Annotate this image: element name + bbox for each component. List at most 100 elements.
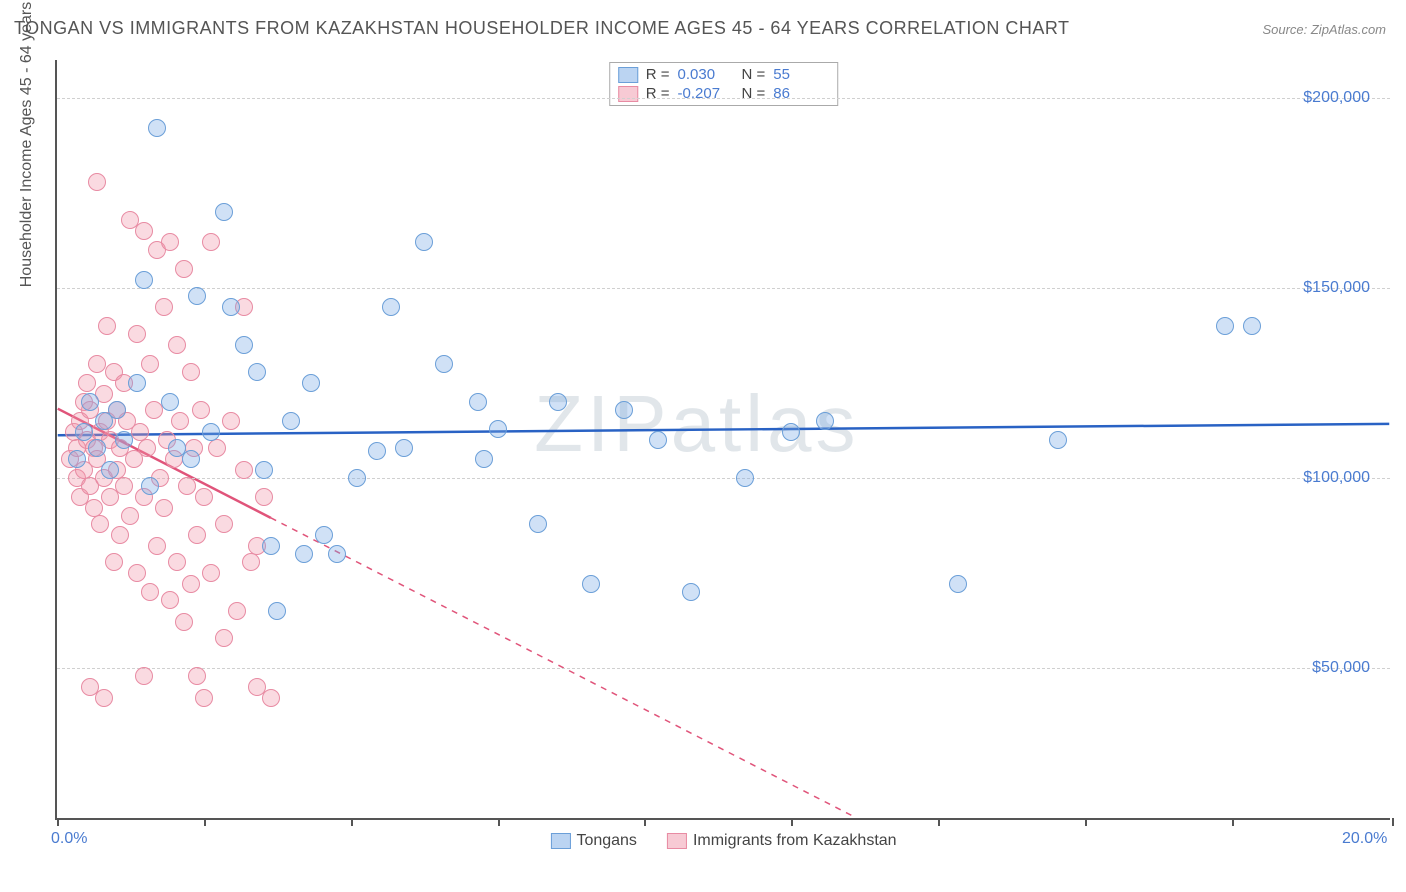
data-point [141,583,159,601]
data-point [188,287,206,305]
legend-item-kazakhstan: Immigrants from Kazakhstan [667,832,897,850]
data-point [88,439,106,457]
data-point [1049,431,1067,449]
data-point [268,602,286,620]
data-point [168,336,186,354]
data-point [192,401,210,419]
data-point [315,526,333,544]
data-point [182,450,200,468]
data-point [148,537,166,555]
data-point [161,233,179,251]
data-point [649,431,667,449]
data-point [682,583,700,601]
data-point [782,423,800,441]
plot-area: ZIPatlas R = 0.030 N = 55 R = -0.207 N =… [55,60,1390,820]
data-point [98,317,116,335]
trend-line [58,424,1389,435]
data-point [469,393,487,411]
legend-n-label: N = [742,85,766,102]
data-point [395,439,413,457]
legend-label-1: Immigrants from Kazakhstan [693,832,897,850]
data-point [262,537,280,555]
data-point [178,477,196,495]
data-point [138,439,156,457]
data-point [115,431,133,449]
x-tick [498,818,500,826]
data-point [135,222,153,240]
data-point [582,575,600,593]
y-axis-label: Householder Income Ages 45 - 64 years [18,2,36,288]
data-point [141,355,159,373]
data-point [81,678,99,696]
data-point [215,203,233,221]
correlation-chart: TONGAN VS IMMIGRANTS FROM KAZAKHSTAN HOU… [0,0,1406,892]
x-tick [791,818,793,826]
data-point [148,119,166,137]
x-tick-label: 0.0% [51,830,87,848]
data-point [135,271,153,289]
data-point [736,469,754,487]
data-point [128,564,146,582]
data-point [78,374,96,392]
data-point [435,355,453,373]
data-point [155,298,173,316]
data-point [161,393,179,411]
data-point [328,545,346,563]
grid-line [57,288,1390,289]
legend-r-label: R = [646,85,670,102]
data-point [161,591,179,609]
data-point [202,233,220,251]
y-tick-label: $100,000 [1303,469,1370,487]
data-point [175,260,193,278]
data-point [262,689,280,707]
data-point [475,450,493,468]
swatch-pink [667,833,687,849]
data-point [255,488,273,506]
chart-title: TONGAN VS IMMIGRANTS FROM KAZAKHSTAN HOU… [14,18,1070,39]
data-point [415,233,433,251]
x-tick [938,818,940,826]
trend-lines [57,60,1390,818]
data-point [145,401,163,419]
legend-stats-row: R = 0.030 N = 55 [618,65,830,84]
source-attribution: Source: ZipAtlas.com [1262,22,1386,37]
swatch-blue [618,67,638,83]
data-point [529,515,547,533]
data-point [255,461,273,479]
data-point [141,477,159,495]
data-point [1243,317,1261,335]
data-point [348,469,366,487]
data-point [68,450,86,468]
x-tick [1232,818,1234,826]
data-point [282,412,300,430]
data-point [1216,317,1234,335]
data-point [202,564,220,582]
data-point [121,507,139,525]
data-point [111,526,129,544]
data-point [188,526,206,544]
data-point [816,412,834,430]
data-point [105,553,123,571]
legend-n-label: N = [742,66,766,83]
data-point [195,689,213,707]
data-point [128,325,146,343]
data-point [175,613,193,631]
data-point [215,515,233,533]
data-point [228,602,246,620]
legend-label-0: Tongans [576,832,637,850]
data-point [135,667,153,685]
data-point [155,499,173,517]
data-point [128,374,146,392]
x-tick [644,818,646,826]
x-tick-label: 20.0% [1342,830,1387,848]
data-point [489,420,507,438]
data-point [108,401,126,419]
data-point [248,363,266,381]
data-point [295,545,313,563]
swatch-blue [550,833,570,849]
legend-r-label: R = [646,66,670,83]
data-point [222,298,240,316]
legend-stats-row: R = -0.207 N = 86 [618,84,830,103]
data-point [195,488,213,506]
watermark: ZIPatlas [534,378,859,470]
